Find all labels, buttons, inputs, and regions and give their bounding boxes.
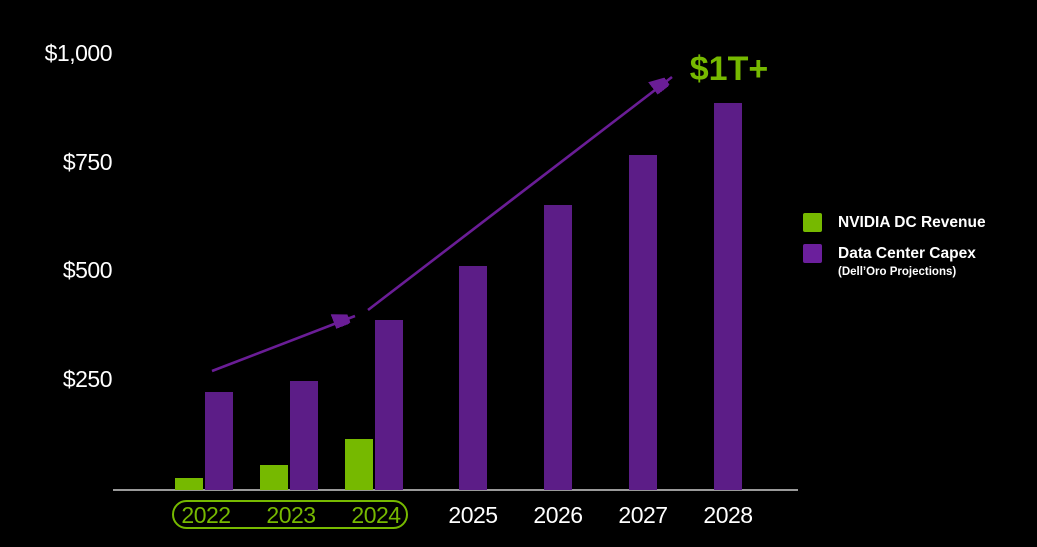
x-axis-label-2027: 2027 — [618, 502, 668, 528]
legend-label-data-center-capex: Data Center Capex — [838, 244, 976, 262]
bar-2023-data-center-capex — [290, 380, 318, 490]
bar-2024-nvidia-dc-revenue — [345, 439, 373, 490]
y-axis-tick-750: $750 — [62, 148, 113, 175]
legend-item-data-center-capex: Data Center Capex — [803, 244, 976, 263]
x-axis-label-2023: 2023 — [266, 502, 316, 528]
x-axis-line — [113, 489, 798, 491]
x-axis-label-2024: 2024 — [351, 502, 401, 528]
legend-label-nvidia-dc-revenue: NVIDIA DC Revenue — [838, 213, 986, 231]
bar-2024-data-center-capex — [375, 319, 403, 490]
bar-2022-data-center-capex — [205, 391, 233, 490]
x-axis-label-2025: 2025 — [448, 502, 498, 528]
historical-years-highlight-box — [172, 500, 408, 529]
nvidia-dc-revenue-swatch — [803, 213, 822, 232]
x-axis-label-2026: 2026 — [533, 502, 583, 528]
trend-arrow-segment-2 — [367, 77, 673, 312]
x-axis-label-2022: 2022 — [181, 502, 231, 528]
trend-arrow-segment-1 — [211, 316, 356, 373]
bar-2027-data-center-capex — [629, 154, 657, 490]
legend-sublabel-dell-oro-projections: (Dell’Oro Projections) — [838, 266, 957, 278]
bar-2028-data-center-capex — [714, 102, 742, 490]
bar-2023-nvidia-dc-revenue — [260, 465, 288, 490]
y-axis-tick-1000: $1,000 — [44, 40, 113, 66]
data-center-capex-swatch — [803, 244, 822, 263]
y-axis-tick-500: $500 — [62, 257, 113, 283]
bar-2025-data-center-capex — [459, 265, 487, 490]
x-axis-label-2028: 2028 — [703, 502, 753, 528]
bar-2022-nvidia-dc-revenue — [175, 478, 203, 490]
y-axis-tick-250: $250 — [62, 365, 113, 392]
bar-2026-data-center-capex — [544, 204, 572, 490]
one-trillion-label: $1T+ — [689, 50, 769, 88]
legend-item-nvidia-dc-revenue: NVIDIA DC Revenue — [803, 213, 986, 232]
